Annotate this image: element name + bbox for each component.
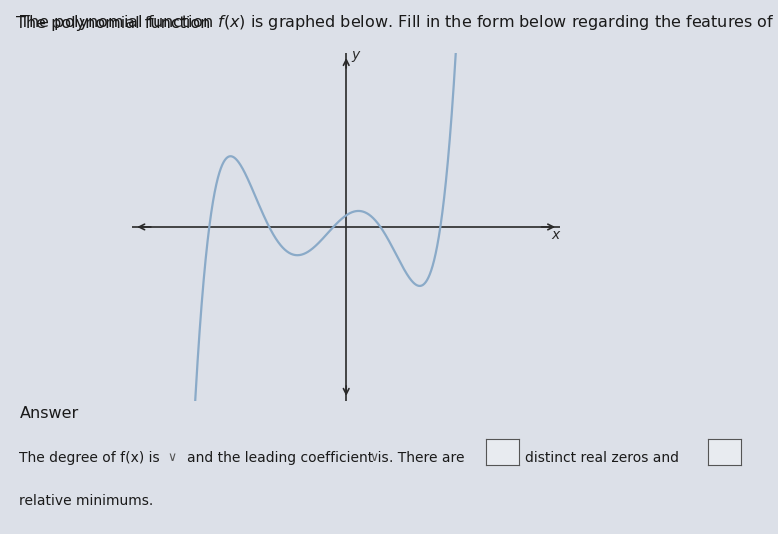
- Text: The degree of f(x) is: The degree of f(x) is: [19, 451, 160, 465]
- Text: x: x: [552, 228, 560, 242]
- Text: The polynomial function $f(x)$ is graphed below. Fill in the form below regardin: The polynomial function $f(x)$ is graphe…: [19, 13, 778, 33]
- Text: . There are: . There are: [389, 451, 464, 465]
- Text: ∨: ∨: [370, 451, 379, 464]
- Text: and the leading coefficient is: and the leading coefficient is: [187, 451, 388, 465]
- Text: The polynomial function: The polynomial function: [16, 16, 215, 31]
- Text: ∨: ∨: [167, 451, 177, 464]
- Text: Answer: Answer: [19, 406, 79, 421]
- Text: relative minimums.: relative minimums.: [19, 494, 154, 508]
- Text: distinct real zeros and: distinct real zeros and: [525, 451, 679, 465]
- Text: y: y: [352, 48, 359, 61]
